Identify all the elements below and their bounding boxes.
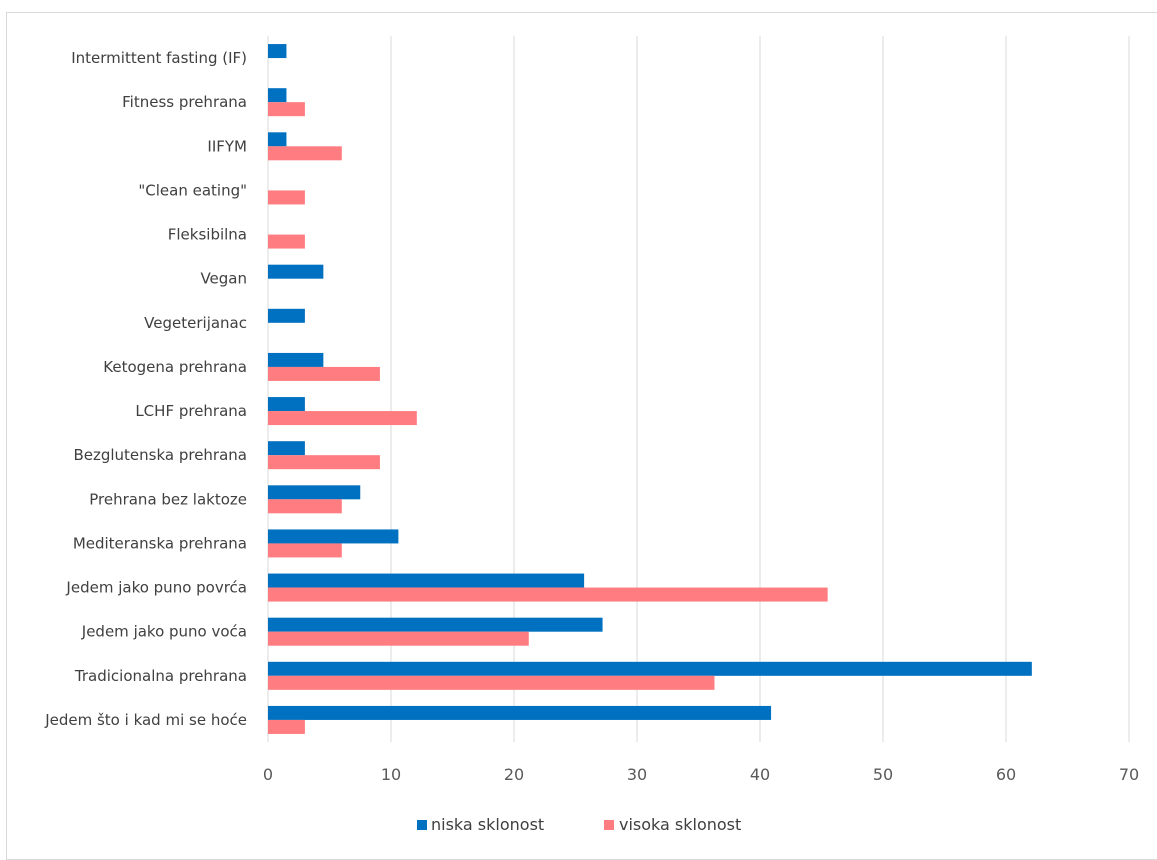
bar-niska-sklonost <box>268 705 772 720</box>
bar-visoka-sklonost <box>268 675 715 690</box>
category-label: Jedem što i kad mi se hoće <box>44 711 247 729</box>
category-label: Jedem jako puno voća <box>81 623 247 641</box>
bar-niska-sklonost <box>268 661 1032 676</box>
category-label: IIFYM <box>207 137 247 155</box>
bar-niska-sklonost <box>268 44 287 59</box>
category-label: Vegeterijanac <box>144 314 247 332</box>
bar-visoka-sklonost <box>268 719 305 734</box>
x-tick-label: 10 <box>381 765 401 784</box>
bar-visoka-sklonost <box>268 631 529 646</box>
category-label: Vegan <box>200 270 247 288</box>
legend: niska sklonost visoka sklonost <box>417 815 741 834</box>
bar-visoka-sklonost <box>268 455 380 470</box>
category-label: Mediteranska prehrana <box>73 534 247 552</box>
bar-niska-sklonost <box>268 529 399 544</box>
category-label: "Clean eating" <box>138 181 247 199</box>
bar-visoka-sklonost <box>268 411 417 426</box>
x-tick-label: 40 <box>750 765 770 784</box>
x-tick-label: 70 <box>1119 765 1139 784</box>
bar-niska-sklonost <box>268 308 305 323</box>
bar-visoka-sklonost <box>268 543 342 558</box>
bar-visoka-sklonost <box>268 587 828 602</box>
bar-visoka-sklonost <box>268 366 380 381</box>
category-label: Ketogena prehrana <box>103 358 247 376</box>
bar-visoka-sklonost <box>268 146 342 161</box>
x-tick-label: 0 <box>263 765 273 784</box>
bar-visoka-sklonost <box>268 499 342 514</box>
bar-niska-sklonost <box>268 132 287 147</box>
category-label: Tradicionalna prehrana <box>74 667 247 685</box>
x-tick-label: 30 <box>627 765 647 784</box>
bars <box>268 44 1032 734</box>
bar-visoka-sklonost <box>268 102 305 117</box>
bar-niska-sklonost <box>268 441 305 456</box>
x-tick-label: 50 <box>873 765 893 784</box>
legend-swatch-niska-sklonost <box>417 820 427 830</box>
category-label: Intermittent fasting (IF) <box>71 49 247 67</box>
bar-niska-sklonost <box>268 88 287 103</box>
x-tick-label: 20 <box>504 765 524 784</box>
bar-niska-sklonost <box>268 573 585 588</box>
category-label: Jedem jako puno povrća <box>65 579 247 597</box>
bar-niska-sklonost <box>268 397 305 412</box>
legend-swatch-visoka-sklonost <box>604 820 614 830</box>
category-label: LCHF prehrana <box>135 402 247 420</box>
legend-label-niska-sklonost: niska sklonost <box>431 815 544 834</box>
bar-niska-sklonost <box>268 352 324 367</box>
bar-visoka-sklonost <box>268 234 305 249</box>
x-tick-label: 60 <box>996 765 1016 784</box>
legend-label-visoka-sklonost: visoka sklonost <box>619 815 741 834</box>
category-label: Prehrana bez laktoze <box>89 490 247 508</box>
x-tick-labels: 0 10 20 30 40 50 60 70 <box>263 765 1139 784</box>
category-labels: Intermittent fasting (IF) Fitness prehran… <box>44 49 247 729</box>
bar-niska-sklonost <box>268 617 603 632</box>
bar-visoka-sklonost <box>268 190 305 205</box>
bar-niska-sklonost <box>268 264 324 279</box>
category-label: Bezglutenska prehrana <box>73 446 247 464</box>
category-label: Fleksibilna <box>168 226 247 244</box>
bar-niska-sklonost <box>268 485 361 500</box>
category-label: Fitness prehrana <box>122 93 247 111</box>
